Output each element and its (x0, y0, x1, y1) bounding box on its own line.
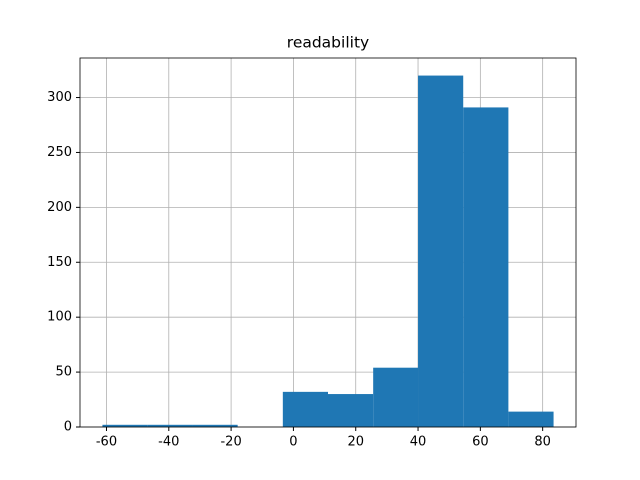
bar (508, 411, 554, 427)
x-tick-label: 80 (534, 435, 551, 450)
y-tick-label: 100 (47, 310, 72, 325)
bar (463, 107, 509, 427)
x-tick-label: 60 (472, 435, 489, 450)
y-tick-label: 300 (47, 90, 72, 105)
y-tick-label: 200 (47, 200, 72, 215)
axes-frame (79, 57, 577, 428)
bar (102, 424, 148, 427)
bar (328, 394, 374, 427)
y-tick-label: 50 (55, 365, 72, 380)
bar (192, 424, 238, 427)
bar (418, 75, 464, 428)
y-tick-label: 250 (47, 145, 72, 160)
x-tick-label: -60 (96, 435, 117, 450)
x-tick-label: 0 (289, 435, 297, 450)
y-tick-label: 0 (64, 420, 72, 435)
x-tick-label: -40 (158, 435, 179, 450)
x-tick-label: 20 (347, 435, 364, 450)
y-tick-label: 150 (47, 255, 72, 270)
bar (373, 367, 419, 427)
bar (147, 424, 193, 427)
x-tick-label: -20 (220, 435, 241, 450)
x-tick-label: 40 (410, 435, 427, 450)
chart-title: readability (287, 34, 369, 52)
bar (282, 391, 328, 427)
